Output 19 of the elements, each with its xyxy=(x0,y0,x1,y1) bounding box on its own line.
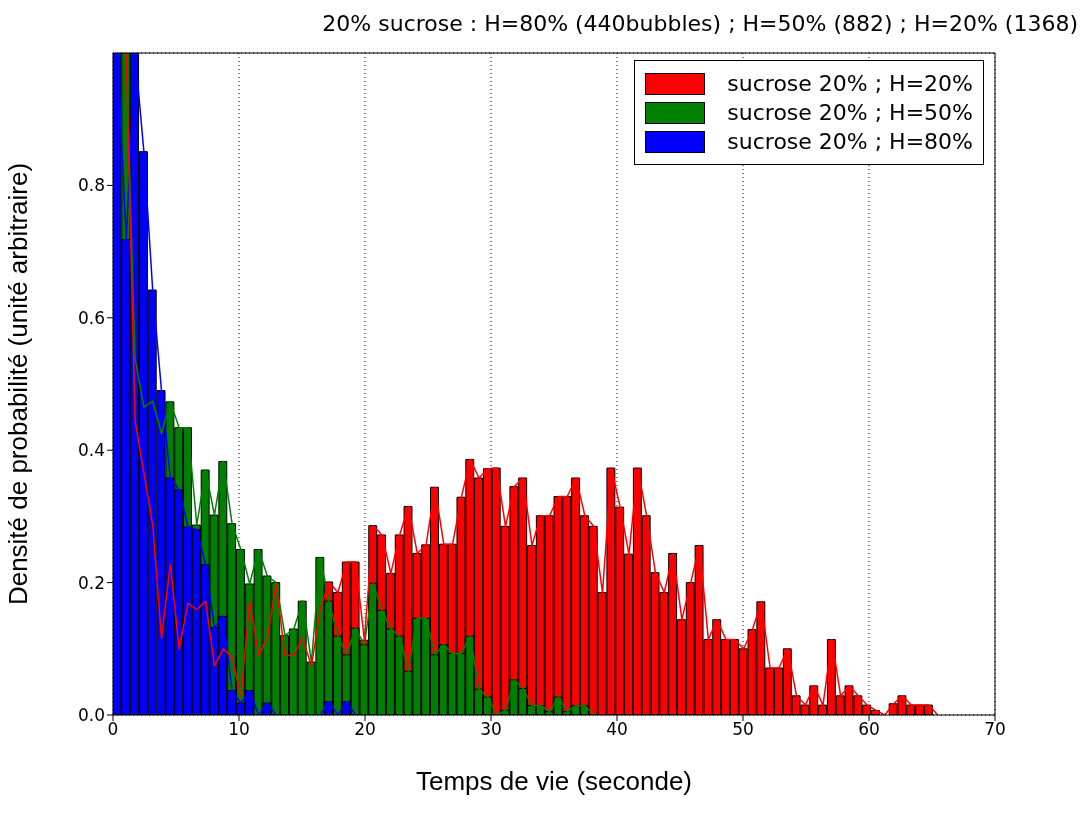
x-axis-title: Temps de vie (seconde) xyxy=(415,766,693,796)
x-tick-label: 30 xyxy=(480,719,502,740)
chart-title: 20% sucrose : H=80% (440bubbles) ; H=50% (882) ; H=20% (1368) xyxy=(321,10,1078,38)
x-tick-label: 20 xyxy=(354,719,376,740)
x-tick-label: 0 xyxy=(107,719,119,740)
x-tick-label: 50 xyxy=(732,719,754,740)
y-tick-label: 0.2 xyxy=(77,572,105,593)
legend-label: sucrose 20% ; H=20% xyxy=(727,71,973,96)
y-tick-label: 0.0 xyxy=(77,705,105,726)
x-tick-label: 70 xyxy=(984,719,1006,740)
legend-label: sucrose 20% ; H=50% xyxy=(727,100,973,125)
y-tick-label: 0.6 xyxy=(77,307,105,328)
y-tick-label: 0.8 xyxy=(77,175,105,196)
y-axis-title: Densité de probabilité (unité arbitraire) xyxy=(3,162,34,606)
legend-label: sucrose 20% ; H=80% xyxy=(727,129,973,154)
y-tick-label: 0.4 xyxy=(77,440,105,461)
x-tick-label: 10 xyxy=(228,719,250,740)
x-tick-label: 40 xyxy=(606,719,628,740)
x-tick-label: 60 xyxy=(858,719,880,740)
